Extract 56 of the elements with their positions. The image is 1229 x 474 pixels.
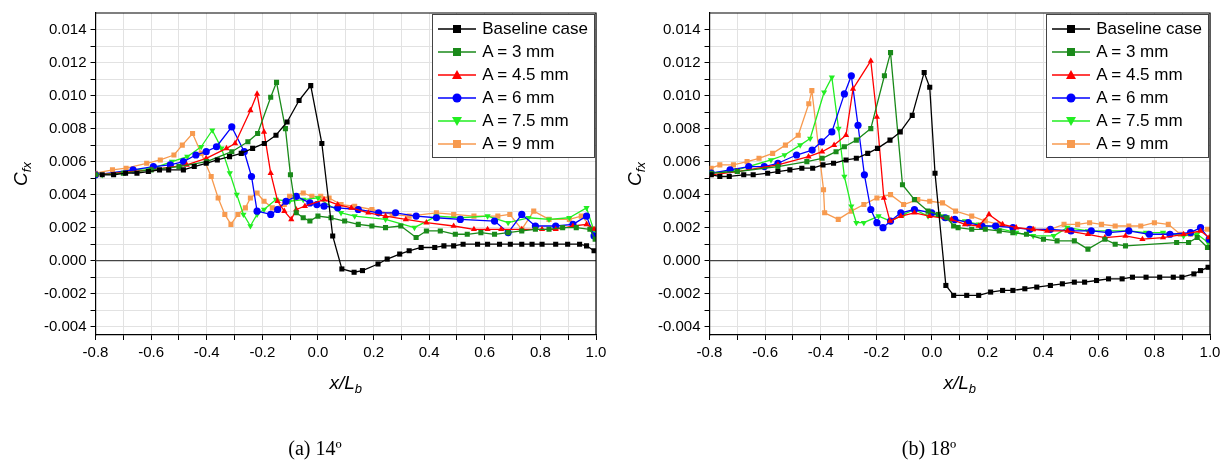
y-tick-label: -0.004 bbox=[657, 316, 701, 334]
y-tick-label: -0.004 bbox=[43, 316, 87, 334]
y-tick-label: 0.008 bbox=[48, 118, 87, 136]
x-tick-label: 0.2 bbox=[977, 343, 998, 361]
x-tick-label: -0.6 bbox=[138, 343, 165, 361]
legend-label: A = 7.5 mm bbox=[482, 110, 569, 131]
y-tick-label: 0.014 bbox=[48, 19, 87, 37]
y-tick-label: -0.002 bbox=[657, 283, 701, 301]
y-tick-label: 0.002 bbox=[48, 217, 87, 235]
x-tick-label: -0.8 bbox=[696, 343, 723, 361]
x-tick-label: 0.4 bbox=[1032, 343, 1054, 361]
legend-label: A = 4.5 mm bbox=[482, 64, 569, 85]
y-tick-label: 0.000 bbox=[48, 250, 87, 268]
y-tick-label: -0.002 bbox=[43, 283, 87, 301]
x-tick-label: 0.2 bbox=[363, 343, 384, 361]
x-tick-label: -0.2 bbox=[863, 343, 890, 361]
x-tick-label: 0.8 bbox=[529, 343, 551, 361]
y-tick-label: 0.014 bbox=[662, 19, 701, 37]
x-tick-label: 0.8 bbox=[1143, 343, 1165, 361]
y-tick-label: 0.002 bbox=[662, 217, 701, 235]
legend-label: Baseline case bbox=[482, 18, 588, 39]
x-tick-label: -0.8 bbox=[82, 343, 109, 361]
y-axis-title: Cfx bbox=[10, 161, 35, 186]
x-tick-label: 0.6 bbox=[474, 343, 496, 361]
x-tick-label: -0.4 bbox=[807, 343, 834, 361]
x-tick-label: 0.0 bbox=[921, 343, 943, 361]
y-tick-label: 0.006 bbox=[48, 151, 87, 169]
y-axis-title: Cfx bbox=[624, 161, 649, 186]
x-tick-label: 0.6 bbox=[1088, 343, 1110, 361]
y-tick-label: 0.012 bbox=[662, 52, 701, 70]
legend-label: A = 6 mm bbox=[1096, 87, 1169, 108]
text: (b) 18º bbox=[901, 437, 957, 461]
y-tick-label: 0.010 bbox=[662, 85, 701, 103]
legend-label: Baseline case bbox=[1096, 18, 1202, 39]
legend-label: A = 3 mm bbox=[1096, 41, 1169, 62]
x-tick-label: -0.6 bbox=[752, 343, 779, 361]
legend-label: A = 6 mm bbox=[482, 87, 555, 108]
x-tick-label: -0.4 bbox=[193, 343, 220, 361]
y-tick-label: 0.012 bbox=[48, 52, 87, 70]
legend-label: A = 7.5 mm bbox=[1096, 110, 1183, 131]
x-tick-label: 1.0 bbox=[1199, 343, 1221, 361]
y-tick-label: 0.006 bbox=[662, 151, 701, 169]
x-tick-label: -0.2 bbox=[249, 343, 276, 361]
legend-label: A = 9 mm bbox=[1096, 133, 1169, 154]
y-tick-label: 0.000 bbox=[662, 250, 701, 268]
x-tick-label: 1.0 bbox=[585, 343, 607, 361]
legend-label: A = 3 mm bbox=[482, 41, 555, 62]
legend-label: A = 9 mm bbox=[482, 133, 555, 154]
x-tick-label: 0.0 bbox=[307, 343, 329, 361]
y-tick-label: 0.004 bbox=[48, 184, 87, 202]
y-tick-label: 0.010 bbox=[48, 85, 87, 103]
x-tick-label: 0.4 bbox=[418, 343, 440, 361]
text: (a) 14º bbox=[288, 437, 342, 461]
legend-label: A = 4.5 mm bbox=[1096, 64, 1183, 85]
y-tick-label: 0.004 bbox=[662, 184, 701, 202]
y-tick-label: 0.008 bbox=[662, 118, 701, 136]
